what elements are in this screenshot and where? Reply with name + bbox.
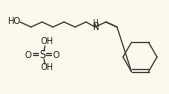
Text: O: O	[25, 50, 31, 60]
Text: S: S	[39, 50, 45, 60]
Text: O: O	[53, 50, 59, 60]
Text: H: H	[92, 19, 98, 28]
Text: N: N	[92, 24, 98, 33]
Text: OH: OH	[41, 38, 54, 47]
Text: HO: HO	[7, 17, 21, 27]
Text: OH: OH	[41, 64, 54, 72]
